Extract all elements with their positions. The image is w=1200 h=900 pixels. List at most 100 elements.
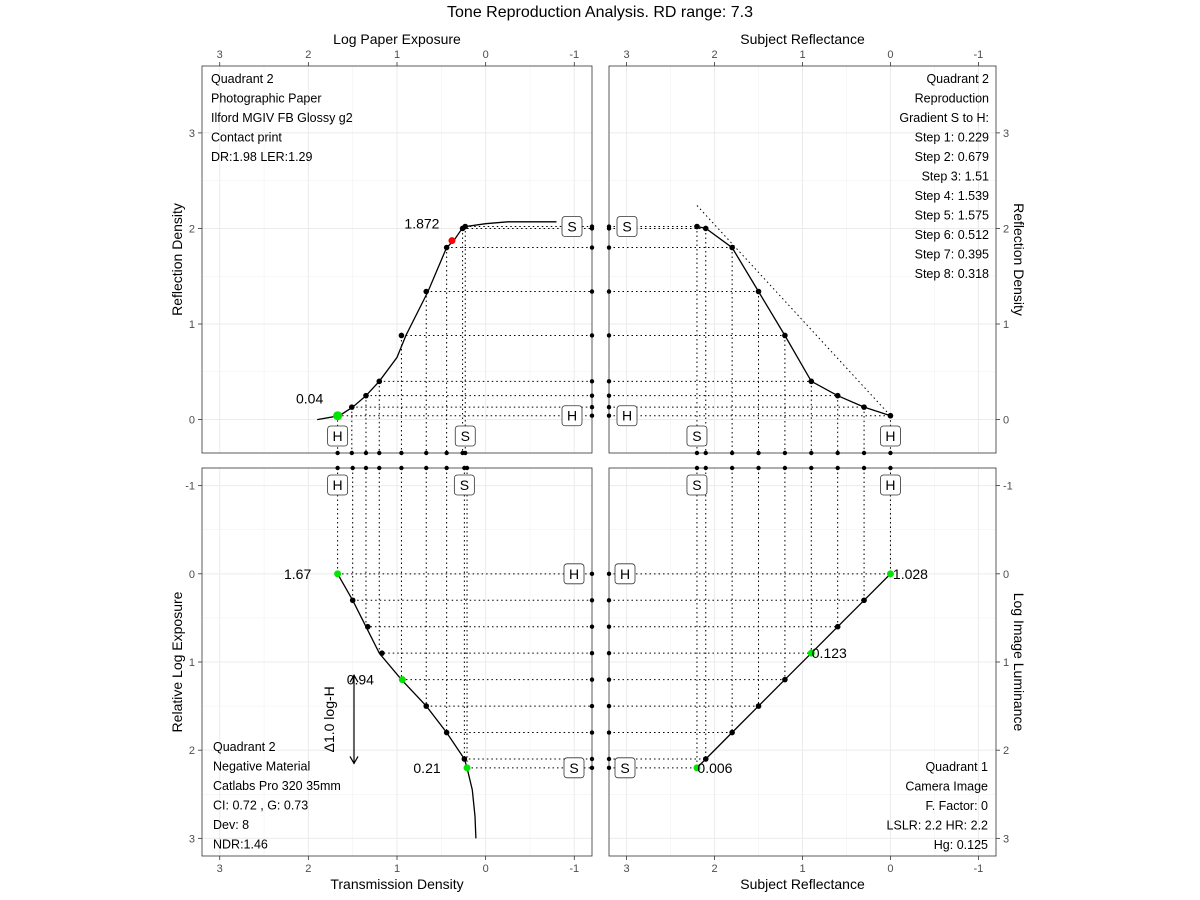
negative-point: [461, 756, 468, 762]
edge-dot: [606, 379, 612, 384]
marker-box: [614, 757, 636, 779]
info-line: Step 8: 0.318: [915, 267, 989, 281]
info-line: Ilford MGIV FB Glossy g2: [211, 111, 353, 125]
marker-box: [561, 216, 583, 237]
reproduction-point: [702, 225, 709, 232]
y-tick-label: 1: [189, 657, 195, 669]
highlight-label: 1.872: [404, 216, 439, 232]
edge-dot: [589, 289, 595, 294]
paper-point: [398, 332, 405, 339]
negative-point: [379, 650, 385, 656]
edge-dot: [606, 571, 612, 577]
info-line: Photographic Paper: [211, 92, 322, 106]
edge-dot: [464, 465, 470, 471]
y-tick-label: -1: [185, 481, 195, 493]
y-tick-label: 0: [1003, 415, 1009, 427]
info-line: Step 2: 0.679: [915, 150, 989, 164]
edge-dot: [694, 450, 700, 456]
x-axis-title-top: Subject Reflectance: [740, 31, 865, 47]
marker-highlight: H: [614, 563, 636, 585]
camera-point: [782, 676, 788, 683]
edge-dot: [888, 465, 893, 471]
edge-dot: [606, 289, 612, 294]
marker-shadow: S: [453, 474, 475, 496]
highlight-point: [886, 570, 894, 578]
marker-letter: S: [692, 428, 701, 444]
marker-box: [616, 216, 638, 237]
x-tick-label: 1: [799, 49, 805, 61]
highlight-label: 0.04: [296, 391, 323, 407]
marker-shadow: S: [561, 216, 583, 237]
marker-box: [563, 757, 585, 779]
y-tick-label: 2: [1003, 745, 1009, 757]
connector-lines: [337, 205, 891, 769]
y-tick-label: 2: [1003, 223, 1009, 235]
camera-point: [729, 729, 735, 736]
marker-box: [563, 563, 585, 585]
y-tick-label: 3: [1003, 833, 1009, 845]
edge-dot: [350, 465, 355, 471]
highlight-label: 1.028: [893, 566, 928, 582]
info-line: Quadrant 2: [926, 72, 989, 86]
edge-dot: [589, 703, 595, 709]
panel-q2_paper: 3 2 1 0 -1 0 1 2 3 Log Paper Exposure Reflection D…: [169, 31, 593, 454]
marker-box: [327, 425, 349, 447]
paper-point: [376, 378, 383, 385]
marker-highlight: H: [561, 405, 583, 427]
marker-box: [454, 425, 476, 447]
edge-dot: [589, 333, 595, 338]
paper-point: [423, 288, 430, 295]
edge-dot: [809, 465, 814, 471]
x-axis-title-bottom: Transmission Density: [330, 876, 463, 892]
edge-dot: [399, 450, 404, 456]
info-line: Catlabs Pro 320 35mm: [213, 779, 341, 793]
info-negative: Quadrant 2 Negative Material Catlabs Pro 3…: [213, 740, 341, 852]
marker-box: [616, 405, 638, 427]
marker-highlight: H: [327, 474, 349, 496]
edge-dot: [729, 465, 735, 471]
edge-dots: [335, 224, 893, 771]
marker-letter: H: [885, 477, 895, 493]
marker-highlight: H: [880, 425, 901, 447]
edge-dot: [782, 450, 788, 456]
edge-dot: [606, 404, 612, 410]
marker-box: [880, 474, 901, 496]
marker-letter: H: [620, 566, 630, 582]
marker-shadow: S: [686, 425, 708, 447]
edge-dot: [363, 450, 369, 456]
panel-q2_negative: 3 2 1 0 -1 -1 0 1 2 3 Transmission Density Relative…: [169, 467, 593, 892]
edge-dot: [861, 465, 867, 471]
info-line: Camera Image: [905, 780, 988, 794]
y-tick-label: 0: [1003, 569, 1009, 581]
marker-box: [327, 474, 349, 496]
edge-dot: [606, 245, 612, 250]
x-tick-label: -1: [974, 49, 984, 61]
x-tick-label: 0: [483, 49, 489, 61]
edge-dot: [589, 404, 595, 410]
negative-point: [364, 623, 371, 630]
info-line: Step 5: 1.575: [915, 209, 989, 223]
x-tick-label: 1: [394, 863, 400, 875]
edge-dot: [377, 465, 382, 471]
reproduction-point: [808, 378, 815, 385]
reproduction-point: [834, 392, 841, 399]
edge-dot: [606, 226, 612, 231]
marker-box: [686, 425, 708, 447]
highlight-point: [448, 237, 456, 245]
highlight-point: [463, 764, 471, 772]
edge-dot: [463, 450, 468, 456]
reproduction-point: [755, 288, 762, 295]
x-tick-label: -1: [569, 863, 579, 875]
info-line: Reproduction: [915, 92, 989, 106]
edge-dot: [703, 450, 708, 456]
y-tick-label: 2: [189, 223, 195, 235]
highlight-point: [398, 676, 406, 684]
marker-letter: H: [333, 428, 343, 444]
edge-dot: [349, 450, 354, 456]
reproduction-point: [782, 332, 788, 339]
camera-point: [861, 597, 867, 604]
y-tick-label: 3: [189, 833, 195, 845]
info-line: Hg: 0.125: [934, 838, 988, 852]
paper-point: [443, 244, 450, 251]
